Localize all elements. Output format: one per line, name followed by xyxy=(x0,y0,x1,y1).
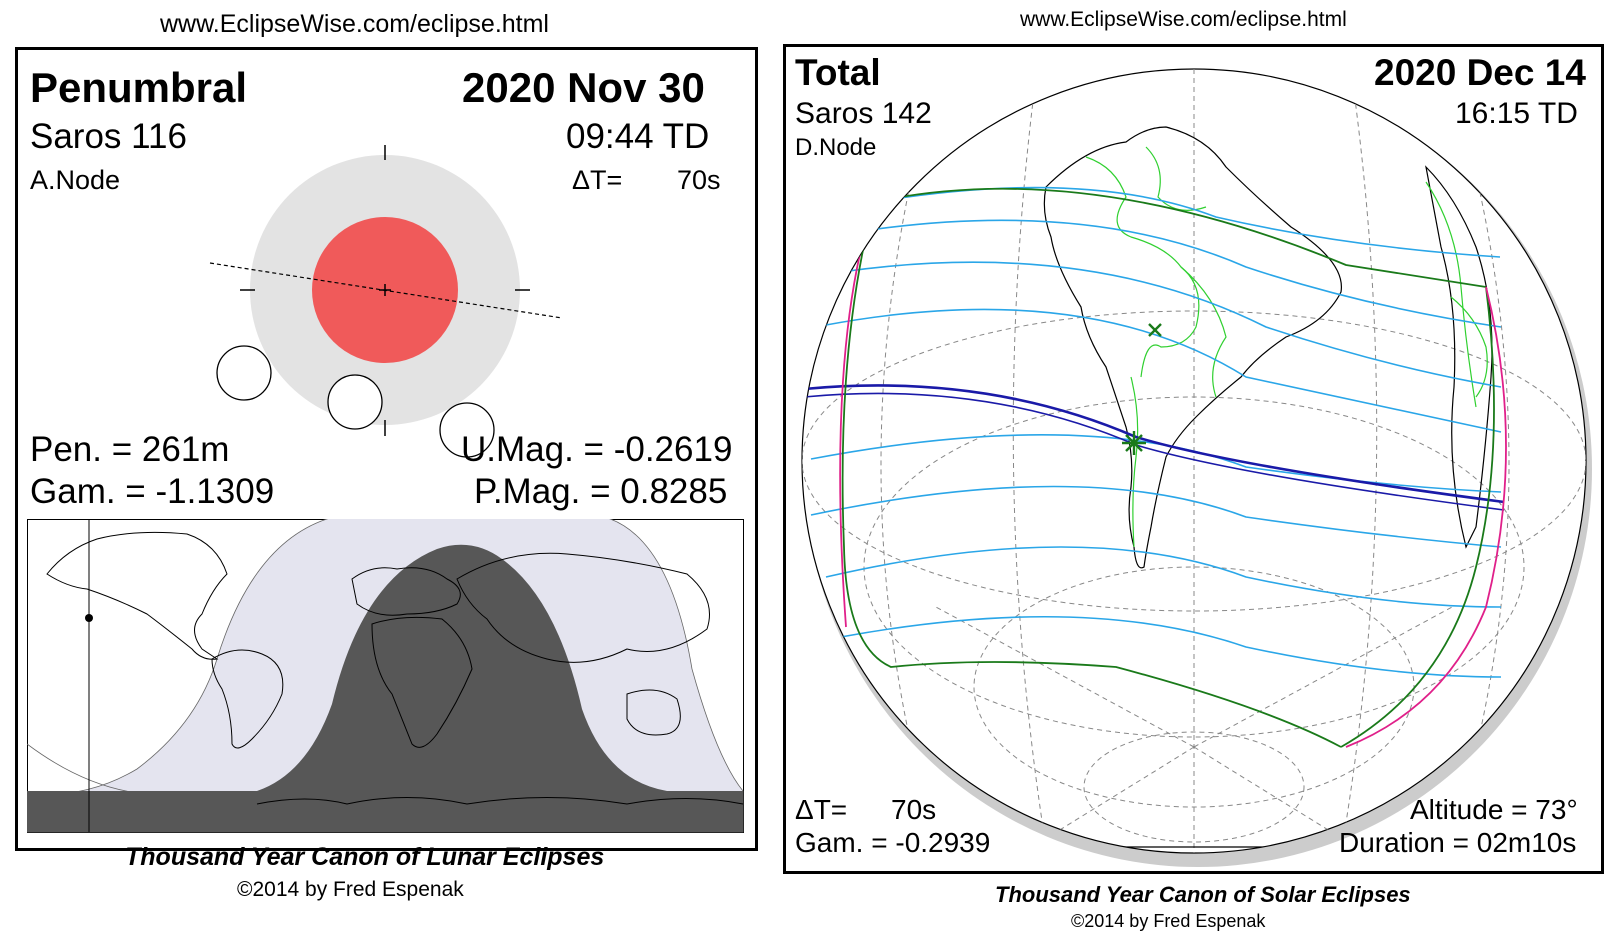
lunar-footer-title: Thousand Year Canon of Lunar Eclipses xyxy=(125,843,605,871)
solar-globe-map xyxy=(801,68,1592,867)
country-borders xyxy=(1085,146,1488,548)
lunar-shadow-diagram xyxy=(209,145,563,458)
lunar-url[interactable]: www.EclipseWise.com/eclipse.html xyxy=(160,10,549,38)
lunar-panel xyxy=(15,47,758,851)
solar-altitude: Altitude = 73° xyxy=(1410,794,1578,825)
solar-gamma: Gam. = -0.2939 xyxy=(795,827,991,858)
moon-position-mid xyxy=(327,374,383,430)
subsolar-point-marker xyxy=(1148,323,1162,337)
lunar-node: A.Node xyxy=(30,165,121,195)
solar-delta-t-label: ΔT= xyxy=(795,794,848,825)
lunar-eclipse-date: 2020 Nov 30 xyxy=(462,64,705,111)
greatest-eclipse-star xyxy=(1122,431,1146,455)
solar-node: D.Node xyxy=(795,134,877,161)
penumbral-limits xyxy=(841,187,1495,748)
lunar-visibility-map xyxy=(27,519,744,833)
central-path-north xyxy=(803,384,1505,504)
africa-edge-outline xyxy=(1425,165,1493,549)
lunar-saros: Saros 116 xyxy=(30,117,187,156)
moon-path-line xyxy=(209,262,563,319)
solar-saros: Saros 142 xyxy=(795,97,932,130)
solar-url[interactable]: www.EclipseWise.com/eclipse.html xyxy=(1020,8,1347,31)
moon-position-p4 xyxy=(439,402,495,458)
lunar-footer-credit: ©2014 by Fred Espenak xyxy=(237,878,464,901)
lunar-pen-duration: Pen. = 261m xyxy=(30,430,230,469)
moon-position-p1 xyxy=(216,345,272,401)
south-america-outline xyxy=(1043,126,1342,569)
lunar-time: 09:44 TD xyxy=(566,117,710,156)
solar-footer-title: Thousand Year Canon of Solar Eclipses xyxy=(995,882,1411,907)
solar-duration: Duration = 02m10s xyxy=(1339,827,1577,858)
greatest-eclipse-point xyxy=(85,614,93,622)
eclipse-not-visible-region xyxy=(27,544,743,832)
lunar-penumbral-magnitude: P.Mag. = 0.8285 xyxy=(474,472,728,511)
lunar-umbral-magnitude: U.Mag. = -0.2619 xyxy=(461,430,733,469)
lunar-gamma: Gam. = -1.1309 xyxy=(30,472,275,511)
lunar-delta-t-label: ΔT= xyxy=(572,165,623,195)
lunar-delta-t-value: 70s xyxy=(677,165,721,195)
solar-footer-credit: ©2014 by Fred Espenak xyxy=(1071,911,1266,931)
solar-panel xyxy=(783,44,1604,874)
solar-delta-t-value: 70s xyxy=(891,794,937,825)
solar-eclipse-date: 2020 Dec 14 xyxy=(1374,52,1586,93)
lunar-eclipse-type: Penumbral xyxy=(30,64,248,111)
solar-eclipse-type: Total xyxy=(795,52,881,93)
solar-time: 16:15 TD xyxy=(1455,97,1578,130)
